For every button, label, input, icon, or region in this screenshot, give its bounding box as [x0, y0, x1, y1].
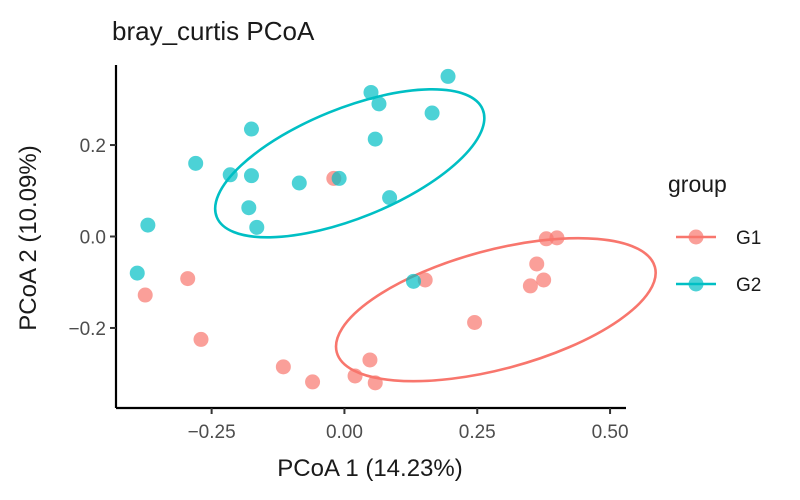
legend: group G1 G2: [668, 171, 761, 296]
legend-label-g1: G1: [736, 228, 761, 249]
x-axis-ticks: −0.25 0.00 0.25 0.50: [188, 408, 629, 443]
data-point-g2: [140, 217, 156, 233]
y-tick-label: −0.2: [68, 319, 106, 340]
y-axis-title: PCoA 2 (10.09%): [15, 145, 42, 330]
data-point-g2: [222, 167, 238, 183]
data-point-g2: [371, 96, 387, 112]
legend-key-point: [688, 276, 704, 292]
data-point-g1: [529, 256, 545, 272]
points-layer: [129, 68, 565, 391]
data-point-g2: [440, 68, 456, 84]
data-point-g1: [467, 314, 483, 330]
x-tick-label: −0.25: [188, 422, 236, 443]
x-tick-label: 0.00: [326, 422, 363, 443]
legend-title: group: [668, 171, 727, 197]
x-axis-title: PCoA 1 (14.23%): [277, 455, 462, 482]
data-point-g2: [424, 105, 440, 121]
data-point-g1: [137, 287, 153, 303]
legend-key-point: [688, 229, 704, 245]
data-point-g1: [549, 230, 565, 246]
y-axis-ticks: −0.2 0.0 0.2: [68, 136, 116, 340]
legend-label-g2: G2: [736, 275, 761, 296]
data-point-g2: [188, 155, 204, 171]
data-point-g1: [367, 375, 383, 391]
chart-title: bray_curtis PCoA: [112, 16, 315, 46]
data-point-g1: [193, 331, 209, 347]
data-point-g2: [243, 121, 259, 137]
data-point-g2: [363, 84, 379, 100]
data-point-g2: [406, 273, 421, 289]
x-tick-label: 0.25: [459, 422, 496, 443]
y-tick-label: 0.2: [80, 136, 106, 157]
confidence-ellipse-g2: [213, 88, 486, 239]
data-point-g1: [180, 271, 196, 287]
data-point-g1: [305, 374, 321, 390]
data-point-g2: [382, 190, 398, 206]
data-point-g1: [417, 272, 433, 288]
data-point-g2: [243, 168, 259, 184]
y-tick-label: 0.0: [80, 228, 106, 249]
data-point-g2: [331, 170, 347, 186]
data-point-g2: [241, 200, 257, 216]
data-point-g1: [362, 352, 378, 368]
data-point-g1: [275, 359, 291, 375]
data-point-g2: [249, 219, 265, 235]
ellipse-layer: [213, 88, 657, 383]
data-point-g2: [291, 175, 307, 191]
data-point-g1: [522, 278, 538, 294]
data-point-g2: [129, 265, 145, 281]
data-point-g1: [347, 368, 363, 384]
data-point-g2: [367, 131, 383, 147]
data-point-g1: [536, 272, 552, 288]
x-tick-label: 0.50: [592, 422, 629, 443]
confidence-ellipse-g1: [334, 236, 657, 383]
